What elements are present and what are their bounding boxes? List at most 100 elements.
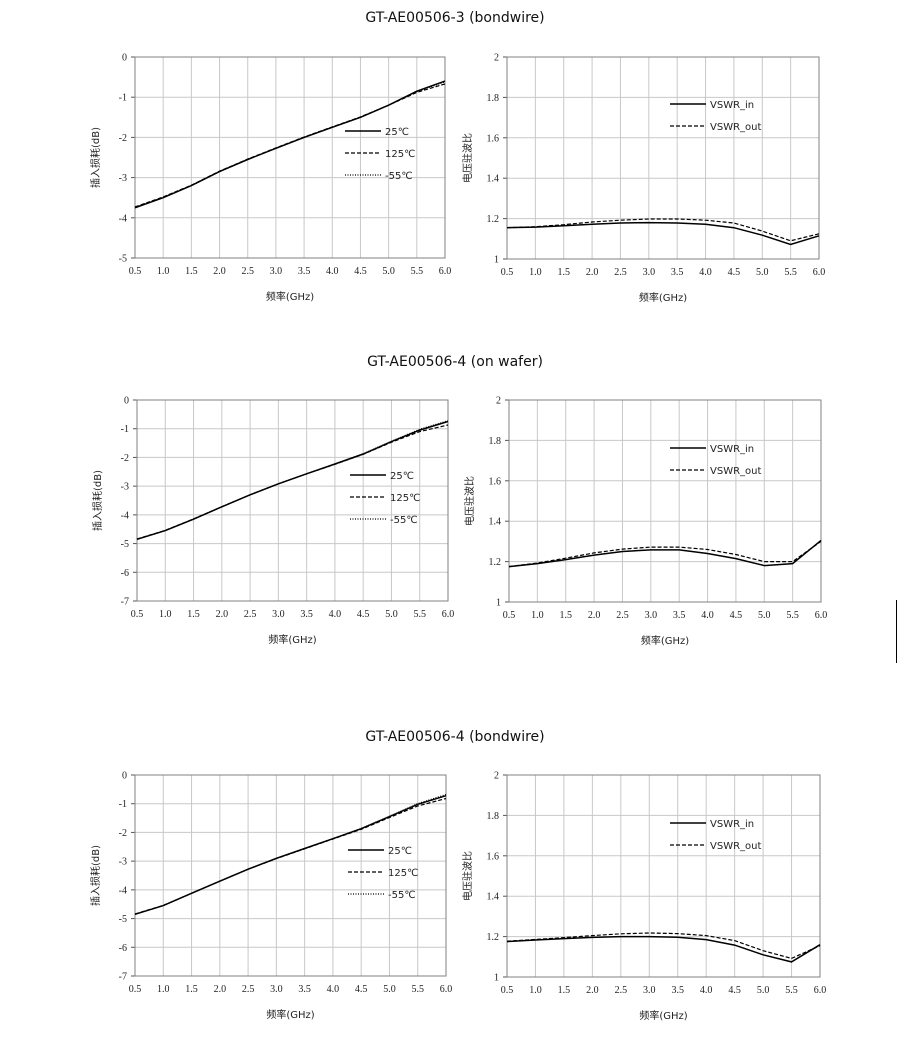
y-tick-label: 1 [494, 255, 499, 266]
legend-label-3: -55℃ [388, 890, 416, 901]
y-tick-label: 1.8 [487, 93, 500, 104]
x-tick-label: 6.0 [439, 266, 452, 277]
y-tick-label: 1.6 [487, 851, 500, 862]
y-tick-label: 0 [122, 53, 127, 64]
y-tick-label: -4 [121, 510, 129, 521]
y-axis-label: 电压驻波比 [463, 476, 476, 526]
x-axis-label: 频率(GHz) [266, 290, 314, 303]
x-tick-label: 5.5 [784, 267, 797, 278]
legend-label-2: 125℃ [388, 868, 418, 879]
x-tick-label: 0.5 [129, 266, 142, 277]
x-tick-label: 0.5 [503, 610, 516, 621]
x-tick-label: 2.0 [586, 985, 599, 996]
section-title-3: GT-AE00506-4 (bondwire) [365, 729, 545, 745]
x-tick-label: 4.0 [327, 984, 340, 995]
x-tick-label: 5.0 [385, 609, 398, 620]
y-tick-label: 1.4 [487, 892, 500, 903]
plot-frame [136, 399, 449, 602]
y-tick-label: 1.4 [489, 517, 502, 528]
y-tick-label: -3 [121, 482, 129, 493]
x-tick-label: 3.5 [673, 610, 686, 621]
y-tick-label: 1.8 [487, 811, 500, 822]
y-tick-label: -1 [119, 799, 127, 810]
x-tick-label: 4.0 [699, 267, 712, 278]
x-tick-label: 1.5 [185, 266, 198, 277]
y-tick-label: -7 [121, 597, 129, 608]
plot-frame [134, 774, 447, 977]
y-tick-label: 1.2 [489, 557, 502, 568]
y-tick-label: 1 [496, 598, 501, 609]
y-axis-label: 电压驻波比 [461, 133, 474, 183]
series-line-2 [506, 932, 821, 960]
x-tick-label: 2.0 [586, 267, 599, 278]
x-tick-label: 1.5 [187, 609, 200, 620]
section-title-2: GT-AE00506-4 (on wafer) [367, 354, 543, 370]
x-tick-label: 4.5 [728, 985, 741, 996]
x-tick-label: 3.5 [300, 609, 313, 620]
series-line-1 [506, 935, 821, 963]
plot-frame [506, 774, 821, 978]
x-tick-label: 6.0 [440, 984, 453, 995]
x-tick-label: 4.5 [357, 609, 370, 620]
x-tick-label: 3.0 [272, 609, 285, 620]
x-tick-label: 5.5 [786, 610, 799, 621]
x-tick-label: 1.0 [529, 985, 542, 996]
legend-label-2: 125℃ [385, 149, 415, 160]
y-tick-label: 2 [494, 771, 499, 782]
x-tick-label: 4.5 [355, 984, 368, 995]
y-tick-label: 1.6 [489, 476, 502, 487]
y-tick-label: -4 [119, 213, 127, 224]
x-tick-label: 5.5 [411, 984, 424, 995]
x-tick-label: 1.0 [157, 984, 170, 995]
legend-label-2: 125℃ [390, 493, 420, 504]
x-tick-label: 2.5 [616, 610, 629, 621]
x-tick-label: 3.5 [298, 266, 311, 277]
y-tick-label: 0 [122, 771, 127, 782]
x-tick-label: 3.0 [270, 266, 283, 277]
plot-frame [508, 399, 822, 603]
x-tick-label: 6.0 [815, 610, 828, 621]
y-tick-label: -2 [119, 828, 127, 839]
y-tick-label: 1.8 [489, 436, 502, 447]
x-tick-label: 4.5 [730, 610, 743, 621]
x-tick-label: 3.5 [671, 985, 684, 996]
y-tick-label: 1.2 [487, 932, 500, 943]
x-axis-label: 频率(GHz) [639, 1009, 687, 1022]
x-axis-label: 频率(GHz) [639, 291, 687, 304]
y-axis-label: 插入损耗(dB) [91, 470, 104, 531]
y-tick-label: -6 [121, 568, 129, 579]
y-axis-label: 电压驻波比 [461, 851, 474, 901]
legend-label-1: 25℃ [388, 846, 412, 857]
y-tick-label: 1.6 [487, 133, 500, 144]
x-tick-label: 2.5 [244, 609, 257, 620]
x-tick-label: 1.5 [557, 267, 570, 278]
x-tick-label: 2.5 [615, 985, 628, 996]
x-tick-label: 4.0 [326, 266, 339, 277]
x-tick-label: 1.5 [559, 610, 572, 621]
x-tick-label: 4.0 [700, 985, 713, 996]
plot-frame [134, 56, 446, 259]
x-tick-label: 5.0 [383, 984, 396, 995]
y-tick-label: -3 [119, 857, 127, 868]
x-tick-label: 2.0 [214, 984, 227, 995]
y-tick-label: 0 [124, 396, 129, 407]
y-tick-label: -5 [121, 539, 129, 550]
x-tick-label: 0.5 [501, 985, 514, 996]
x-tick-label: 3.5 [671, 267, 684, 278]
x-tick-label: 6.0 [813, 267, 826, 278]
series-line-1 [508, 539, 822, 568]
y-tick-label: -2 [121, 453, 129, 464]
x-axis-label: 频率(GHz) [641, 634, 689, 647]
legend-label-2: VSWR_out [710, 466, 761, 477]
x-tick-label: 0.5 [501, 267, 514, 278]
edge-divider [896, 600, 897, 663]
x-tick-label: 1.5 [185, 984, 198, 995]
plot-frame [506, 56, 820, 260]
x-tick-label: 2.5 [241, 266, 254, 277]
legend-label-1: VSWR_in [710, 444, 754, 455]
x-tick-label: 4.5 [354, 266, 367, 277]
legend-label-1: 25℃ [390, 471, 414, 482]
